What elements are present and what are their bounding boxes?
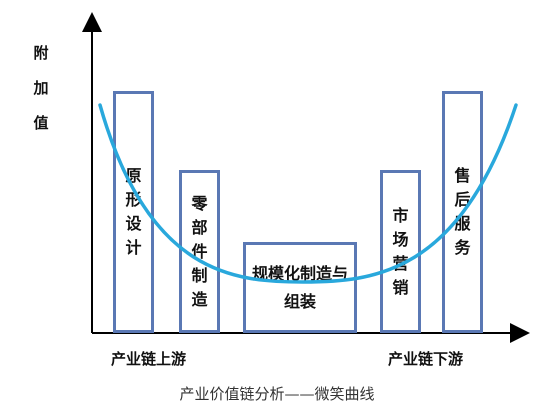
upstream-label: 产业链上游	[111, 350, 187, 368]
stage-label: 规模化制造与组装	[251, 263, 348, 311]
stage-label: 原形设计	[125, 166, 142, 257]
stage-box-prototype-design: 原形设计	[113, 91, 154, 333]
y-axis-label: 附加值	[33, 44, 49, 132]
figure-caption: 产业价值链分析——微笑曲线	[179, 385, 375, 403]
stage-box-after-sales-service: 售后服务	[442, 91, 483, 333]
stage-box-mass-manufacturing-assembly: 规模化制造与组装	[243, 242, 357, 333]
stage-box-marketing: 市场营销	[380, 170, 421, 333]
stage-box-parts-manufacturing: 零部件制造	[179, 170, 220, 333]
stage-label: 市场营销	[392, 205, 409, 297]
stage-label: 售后服务	[454, 166, 471, 257]
stage-label: 零部件制造	[191, 193, 208, 309]
downstream-label: 产业链下游	[388, 350, 464, 368]
